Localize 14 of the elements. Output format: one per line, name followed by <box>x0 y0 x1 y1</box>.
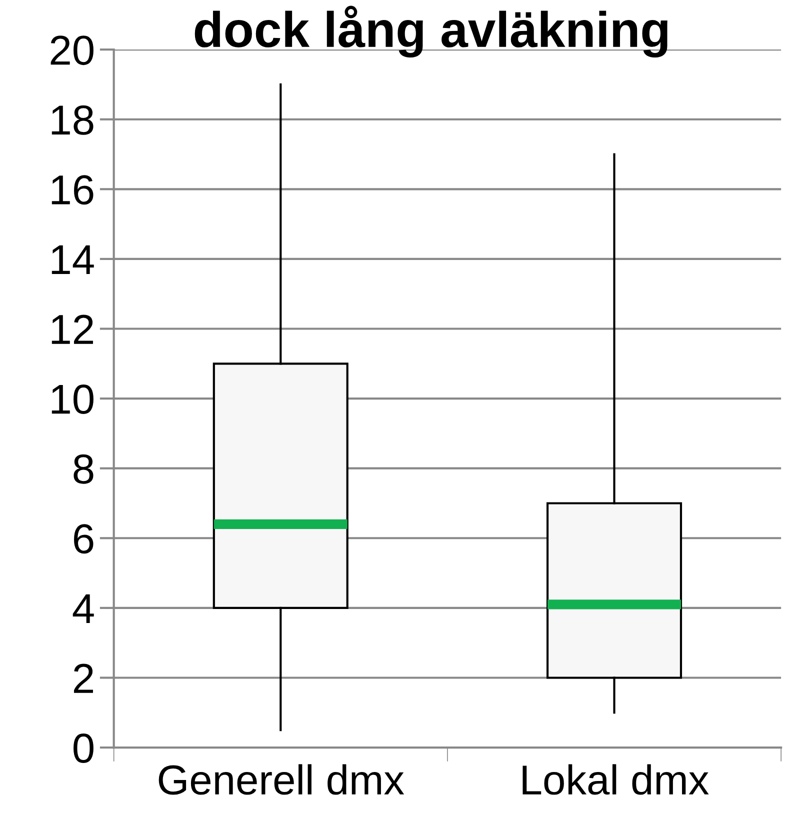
y-tick-label: 0 <box>74 734 94 764</box>
x-tick-label: Lokal dmx <box>522 764 709 795</box>
y-tick-label: 6 <box>74 524 94 554</box>
y-tick-label: 20 <box>50 36 94 66</box>
y-tick-label: 12 <box>52 314 93 344</box>
y-tick-label: 18 <box>52 105 94 135</box>
y-tick-label: 4 <box>72 594 94 624</box>
y-tick-label: 8 <box>74 454 94 484</box>
y-tick-label: 10 <box>52 384 94 414</box>
y-tick-label: 16 <box>52 175 94 205</box>
y-tick-label: 2 <box>74 664 93 693</box>
chart-title: dock lång avläkning <box>194 6 668 58</box>
y-tick-label: 14 <box>52 245 94 274</box>
x-tick-label: Generell dmx <box>158 764 404 795</box>
